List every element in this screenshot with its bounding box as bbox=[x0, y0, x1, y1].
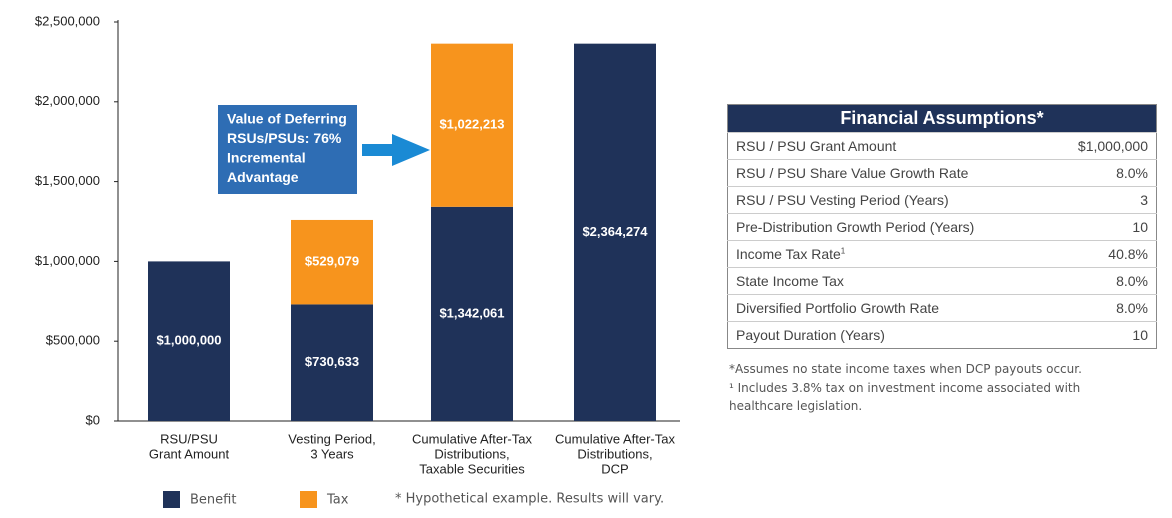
annotation-box bbox=[218, 105, 357, 194]
row-note: 1 bbox=[840, 246, 846, 256]
row-value: 10 bbox=[1047, 213, 1157, 241]
row-label: RSU / PSU Vesting Period (Years) bbox=[727, 186, 1048, 214]
table-row: RSU / PSU Grant Amount $1,000,000 bbox=[727, 132, 1157, 160]
row-value: 8.0% bbox=[1047, 267, 1157, 295]
x-tick-label: Distributions, bbox=[434, 446, 509, 461]
row-value: 8.0% bbox=[1047, 159, 1157, 187]
row-label: Income Tax Rate1 bbox=[727, 240, 1048, 268]
value-label: $1,022,213 bbox=[439, 117, 504, 132]
row-label-text: State Income Tax bbox=[736, 273, 844, 289]
value-label: $730,633 bbox=[305, 354, 359, 369]
x-tick-label: DCP bbox=[601, 461, 628, 476]
row-label-text: RSU / PSU Grant Amount bbox=[736, 138, 897, 154]
annotation-text: Value of Deferring bbox=[227, 111, 347, 127]
bar-segment bbox=[431, 43, 513, 207]
bar-segment bbox=[574, 43, 656, 422]
row-label: Pre-Distribution Growth Period (Years) bbox=[727, 213, 1048, 241]
value-label: $2,364,274 bbox=[582, 224, 648, 239]
legend-label: Tax bbox=[326, 493, 349, 508]
bar-segment bbox=[148, 261, 230, 421]
row-label: Payout Duration (Years) bbox=[727, 321, 1048, 349]
annotation-text: Incremental bbox=[227, 150, 306, 166]
annotation-text: Advantage bbox=[227, 169, 299, 185]
table-row: Diversified Portfolio Growth Rate 8.0% bbox=[727, 294, 1157, 322]
y-tick-label: $2,000,000 bbox=[35, 93, 100, 108]
note: ¹ Includes 3.8% tax on investment income… bbox=[729, 380, 1081, 414]
table-row: Pre-Distribution Growth Period (Years) 10 bbox=[727, 213, 1157, 241]
value-label: $1,000,000 bbox=[156, 333, 221, 348]
row-label-text: Payout Duration (Years) bbox=[736, 327, 885, 343]
y-tick-label: $1,000,000 bbox=[35, 253, 100, 268]
row-label-text: Pre-Distribution Growth Period (Years) bbox=[736, 219, 975, 235]
table-title: Financial Assumptions* bbox=[727, 104, 1157, 133]
x-tick-label: Grant Amount bbox=[149, 446, 230, 461]
row-value: 40.8% bbox=[1047, 240, 1157, 268]
value-label: $529,079 bbox=[305, 254, 359, 269]
legend-label: Benefit bbox=[190, 493, 236, 508]
bar-segment bbox=[291, 304, 373, 421]
row-label-text: RSU / PSU Share Value Growth Rate bbox=[736, 165, 969, 181]
table-row: Income Tax Rate1 40.8% bbox=[727, 240, 1157, 268]
row-label-text: Income Tax Rate bbox=[736, 246, 841, 262]
row-value: $1,000,000 bbox=[1047, 132, 1157, 160]
row-label: RSU / PSU Grant Amount bbox=[727, 132, 1048, 160]
row-label: Diversified Portfolio Growth Rate bbox=[727, 294, 1048, 322]
note: *Assumes no state income taxes when DCP … bbox=[729, 362, 1082, 376]
row-value: 3 bbox=[1047, 186, 1157, 214]
row-label-text: RSU / PSU Vesting Period (Years) bbox=[736, 192, 949, 208]
bar-segment bbox=[431, 206, 513, 421]
y-tick-label: $0 bbox=[86, 412, 100, 427]
y-tick-label: $500,000 bbox=[46, 333, 100, 348]
row-label: RSU / PSU Share Value Growth Rate bbox=[727, 159, 1048, 187]
x-tick-label: Vesting Period, bbox=[288, 431, 375, 446]
row-value: 10 bbox=[1047, 321, 1157, 349]
row-label-text: Diversified Portfolio Growth Rate bbox=[736, 300, 940, 316]
table-row: RSU / PSU Vesting Period (Years) 3 bbox=[727, 186, 1157, 214]
x-tick-label: Cumulative After-Tax bbox=[555, 431, 675, 446]
x-tick-label: Cumulative After-Tax bbox=[412, 431, 532, 446]
table-notes: *Assumes no state income taxes when DCP … bbox=[729, 360, 1109, 416]
x-tick-label: Distributions, bbox=[577, 446, 652, 461]
table-row: Payout Duration (Years) 10 bbox=[727, 321, 1157, 349]
table-row: State Income Tax 8.0% bbox=[727, 267, 1157, 295]
annotation-text: RSUs/PSUs: 76% bbox=[227, 130, 342, 146]
bar-segment bbox=[291, 219, 373, 305]
legend-swatch bbox=[163, 491, 180, 508]
arrow bbox=[362, 134, 430, 166]
legend-swatch bbox=[300, 491, 317, 508]
row-label: State Income Tax bbox=[727, 267, 1048, 295]
value-label: $1,342,061 bbox=[439, 305, 504, 320]
table-row: RSU / PSU Share Value Growth Rate 8.0% bbox=[727, 159, 1157, 187]
footnote: * Hypothetical example. Results will var… bbox=[395, 492, 664, 507]
x-tick-label: RSU/PSU bbox=[160, 431, 218, 446]
y-tick-label: $1,500,000 bbox=[35, 173, 100, 188]
chart: * Hypothetical example. Results will var… bbox=[35, 13, 680, 508]
y-tick-label: $2,500,000 bbox=[35, 13, 100, 28]
row-value: 8.0% bbox=[1047, 294, 1157, 322]
x-tick-label: 3 Years bbox=[310, 446, 354, 461]
assumptions-table: Financial Assumptions* RSU / PSU Grant A… bbox=[727, 104, 1157, 349]
x-tick-label: Taxable Securities bbox=[419, 461, 525, 476]
